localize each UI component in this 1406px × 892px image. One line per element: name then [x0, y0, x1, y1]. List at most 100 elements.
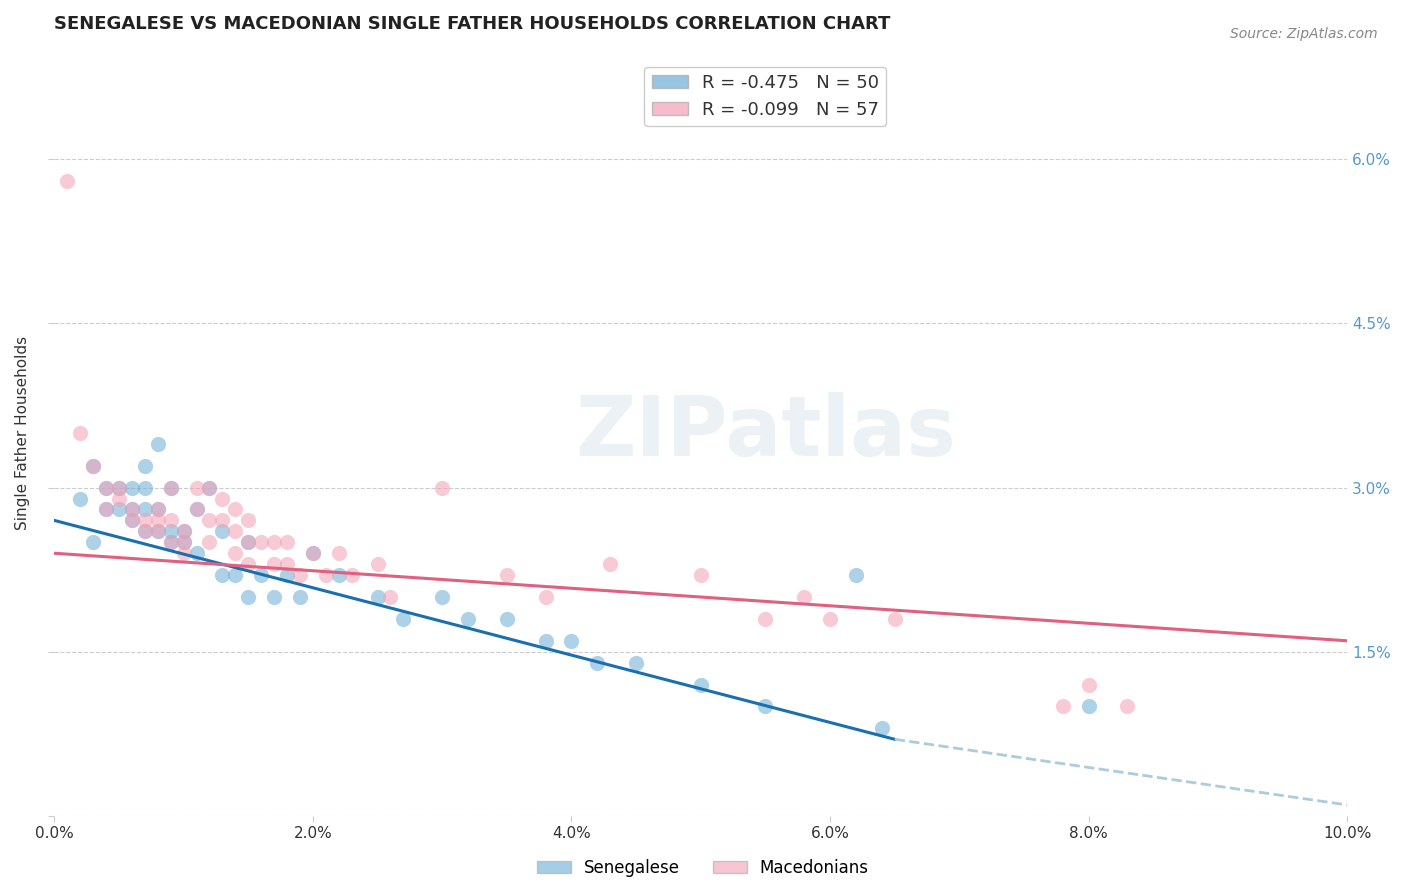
Point: [159, 524, 181, 539]
Point: [367, 590, 389, 604]
Point: [689, 568, 711, 582]
Point: [121, 502, 143, 516]
Point: [134, 458, 156, 473]
Point: [108, 481, 131, 495]
Point: [108, 481, 131, 495]
Point: [69, 425, 91, 440]
Point: [238, 535, 260, 549]
Point: [173, 524, 195, 539]
Point: [108, 502, 131, 516]
Y-axis label: Single Father Households: Single Father Households: [15, 335, 30, 530]
Point: [159, 513, 181, 527]
Point: [121, 502, 143, 516]
Point: [146, 437, 169, 451]
Point: [198, 481, 221, 495]
Point: [432, 590, 454, 604]
Point: [328, 568, 350, 582]
Point: [121, 513, 143, 527]
Point: [534, 590, 557, 604]
Point: [173, 546, 195, 560]
Point: [276, 568, 298, 582]
Point: [263, 590, 285, 604]
Text: Source: ZipAtlas.com: Source: ZipAtlas.com: [1230, 27, 1378, 41]
Point: [211, 513, 233, 527]
Point: [173, 535, 195, 549]
Point: [211, 568, 233, 582]
Point: [134, 502, 156, 516]
Point: [883, 612, 905, 626]
Point: [586, 656, 609, 670]
Point: [159, 481, 181, 495]
Point: [198, 535, 221, 549]
Point: [186, 481, 208, 495]
Point: [82, 458, 104, 473]
Point: [198, 513, 221, 527]
Point: [146, 524, 169, 539]
Legend: Senegalese, Macedonians: Senegalese, Macedonians: [530, 853, 876, 884]
Point: [134, 481, 156, 495]
Point: [94, 481, 117, 495]
Point: [82, 535, 104, 549]
Point: [689, 677, 711, 691]
Point: [211, 524, 233, 539]
Point: [121, 513, 143, 527]
Point: [367, 558, 389, 572]
Legend: R = -0.475   N = 50, R = -0.099   N = 57: R = -0.475 N = 50, R = -0.099 N = 57: [644, 67, 886, 126]
Point: [224, 502, 246, 516]
Point: [173, 524, 195, 539]
Point: [754, 612, 776, 626]
Point: [302, 546, 325, 560]
Point: [94, 502, 117, 516]
Point: [534, 633, 557, 648]
Point: [302, 546, 325, 560]
Point: [224, 524, 246, 539]
Point: [560, 633, 582, 648]
Point: [599, 558, 621, 572]
Point: [238, 535, 260, 549]
Point: [276, 558, 298, 572]
Point: [211, 491, 233, 506]
Point: [134, 524, 156, 539]
Point: [94, 502, 117, 516]
Point: [870, 722, 893, 736]
Point: [793, 590, 815, 604]
Point: [186, 502, 208, 516]
Point: [173, 535, 195, 549]
Point: [754, 699, 776, 714]
Point: [108, 491, 131, 506]
Point: [340, 568, 363, 582]
Point: [263, 535, 285, 549]
Point: [1077, 699, 1099, 714]
Point: [1052, 699, 1074, 714]
Point: [94, 481, 117, 495]
Point: [198, 481, 221, 495]
Point: [263, 558, 285, 572]
Point: [69, 491, 91, 506]
Point: [392, 612, 415, 626]
Point: [224, 546, 246, 560]
Point: [82, 458, 104, 473]
Point: [818, 612, 841, 626]
Point: [224, 568, 246, 582]
Point: [328, 546, 350, 560]
Point: [159, 535, 181, 549]
Point: [146, 513, 169, 527]
Point: [250, 535, 273, 549]
Point: [1077, 677, 1099, 691]
Point: [457, 612, 479, 626]
Point: [159, 481, 181, 495]
Point: [495, 568, 517, 582]
Point: [276, 535, 298, 549]
Point: [238, 558, 260, 572]
Point: [134, 513, 156, 527]
Point: [288, 590, 311, 604]
Point: [845, 568, 868, 582]
Point: [288, 568, 311, 582]
Point: [432, 481, 454, 495]
Point: [315, 568, 337, 582]
Point: [159, 535, 181, 549]
Point: [121, 481, 143, 495]
Text: SENEGALESE VS MACEDONIAN SINGLE FATHER HOUSEHOLDS CORRELATION CHART: SENEGALESE VS MACEDONIAN SINGLE FATHER H…: [55, 15, 890, 33]
Point: [238, 590, 260, 604]
Point: [186, 546, 208, 560]
